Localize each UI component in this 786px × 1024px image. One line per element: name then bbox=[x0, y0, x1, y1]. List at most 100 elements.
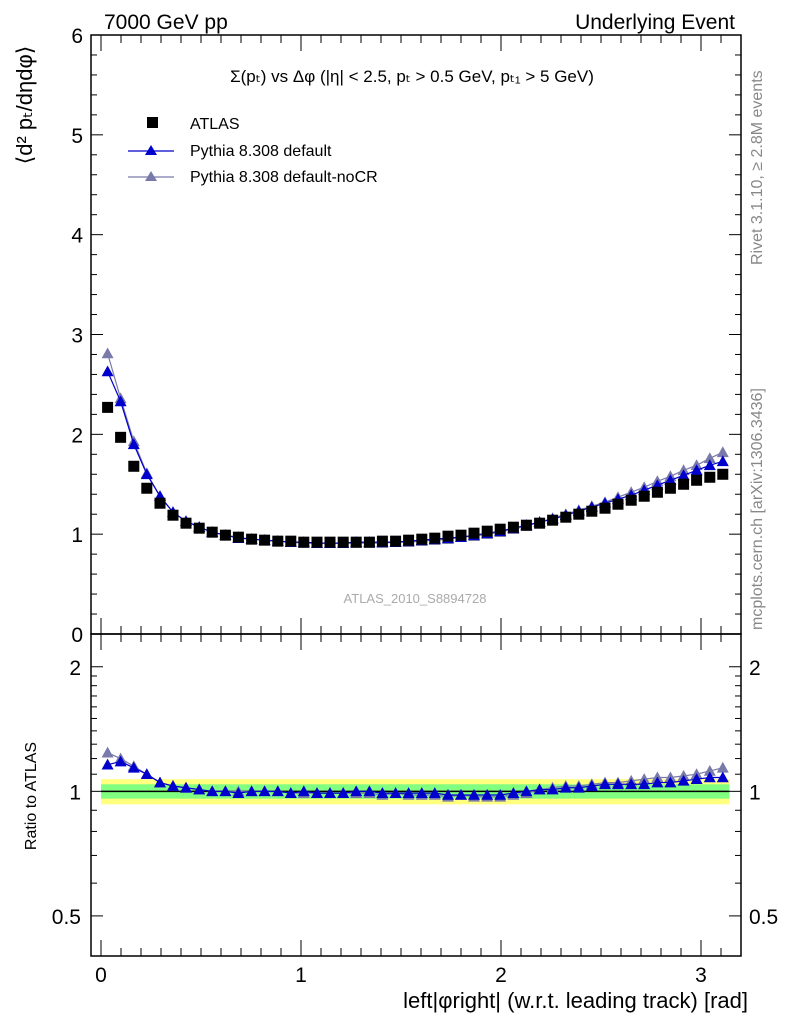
ratio-default-point bbox=[625, 778, 638, 790]
atlas-point bbox=[219, 529, 231, 541]
atlas-point bbox=[586, 505, 598, 517]
xlabel: left|φright| (w.r.t. leading track) [rad… bbox=[403, 988, 748, 1013]
ratio-nocr-point bbox=[101, 746, 114, 758]
atlas-point bbox=[128, 460, 140, 472]
ratio-default-point bbox=[468, 788, 480, 800]
header-left: 7000 GeV pp bbox=[104, 11, 228, 34]
ratio-default-point bbox=[337, 787, 350, 798]
main-ytick-label: 0 bbox=[71, 624, 83, 647]
main-ytick-label: 2 bbox=[71, 424, 83, 447]
atlas-point bbox=[403, 534, 415, 546]
ratio-default-point bbox=[677, 774, 690, 786]
atlas-point bbox=[390, 535, 402, 547]
legend-label-nocr: Pythia 8.308 default-noCR bbox=[190, 169, 378, 186]
ratio-default-point bbox=[324, 787, 336, 798]
atlas-point bbox=[324, 536, 336, 548]
ratio-default-point bbox=[154, 776, 166, 788]
atlas-point bbox=[664, 482, 676, 494]
atlas-point bbox=[232, 531, 244, 543]
atlas-point bbox=[638, 490, 650, 502]
ratio-default-point bbox=[533, 783, 546, 795]
legend-label-default: Pythia 8.308 default bbox=[190, 143, 332, 160]
default-line bbox=[107, 371, 723, 544]
nocr-point bbox=[101, 347, 114, 359]
atlas-point bbox=[599, 502, 611, 514]
rivet-label: Rivet 3.1.10, ≥ 2.8M events bbox=[749, 70, 766, 265]
atlas-point bbox=[429, 532, 441, 544]
atlas-point bbox=[573, 508, 585, 520]
atlas-point bbox=[625, 494, 637, 506]
ratio-default-point bbox=[180, 781, 192, 793]
atlas-point bbox=[102, 401, 114, 413]
ratio-default-point bbox=[219, 785, 232, 797]
ratio-ytick-label-left: 1 bbox=[69, 781, 81, 804]
legend-label-atlas: ATLAS bbox=[190, 116, 240, 133]
atlas-point bbox=[534, 517, 546, 529]
atlas-point bbox=[678, 478, 690, 490]
atlas-point bbox=[141, 482, 153, 494]
ratio-default-point bbox=[638, 778, 651, 790]
ratio-default-point bbox=[271, 785, 284, 797]
ratio-default-point bbox=[127, 761, 140, 773]
ratio-default-point bbox=[455, 788, 467, 800]
atlas-point bbox=[154, 497, 166, 509]
main-ytick-label: 6 bbox=[71, 25, 83, 48]
atlas-point bbox=[350, 536, 362, 548]
ratio-nocr-point bbox=[716, 761, 729, 773]
ratio-default-point bbox=[114, 755, 127, 767]
default-point bbox=[114, 395, 127, 407]
nocr-point bbox=[703, 452, 716, 464]
main-ytick-label: 4 bbox=[71, 225, 83, 248]
ratio-default-point bbox=[651, 776, 664, 788]
atlas-point bbox=[416, 533, 428, 545]
main-ytick-label: 1 bbox=[71, 524, 83, 547]
ratio-default-point bbox=[690, 773, 703, 784]
ratio-default-point bbox=[559, 781, 572, 793]
ratio-default-point bbox=[193, 783, 206, 795]
ratio-default-point bbox=[415, 787, 428, 798]
ratio-default-point bbox=[612, 778, 624, 790]
main-ylabel: ⟨d² pₜ/dηdφ⟩ bbox=[12, 46, 37, 165]
ratio-default-point bbox=[350, 785, 363, 797]
ratio-default-point bbox=[389, 787, 402, 798]
ratio-default-point bbox=[494, 788, 507, 800]
atlas-point bbox=[691, 474, 703, 486]
atlas-point bbox=[180, 517, 192, 529]
atlas-point bbox=[481, 525, 493, 537]
atlas-point bbox=[560, 511, 572, 523]
atlas-point bbox=[246, 533, 258, 545]
atlas-point bbox=[612, 498, 624, 510]
xtick-label: 3 bbox=[695, 964, 707, 987]
atlas-point bbox=[520, 519, 532, 531]
main-plot-panel: 0 1 2 3 4 5 6 Σ(pₜ) vs Δφ (|η| < 2.5, pₜ > 0.5… bbox=[71, 25, 742, 647]
ratio-ytick-label-left: 2 bbox=[69, 657, 81, 680]
atlas-point bbox=[272, 535, 284, 547]
atlas-point bbox=[193, 522, 205, 534]
atlas-point bbox=[115, 431, 127, 443]
ratio-default-point bbox=[206, 785, 219, 797]
ratio-default-point bbox=[297, 785, 310, 797]
main-ytick-label: 5 bbox=[71, 125, 83, 148]
atlas-point bbox=[717, 468, 729, 480]
ratio-ytick-label-right: 0.5 bbox=[749, 906, 778, 929]
default-point bbox=[716, 455, 729, 467]
atlas-point bbox=[311, 536, 323, 548]
ratio-default-point bbox=[520, 785, 533, 797]
ratio-ytick-label-right: 2 bbox=[749, 657, 761, 680]
legend: ATLAS Pythia 8.308 default Pythia 8.308 … bbox=[128, 116, 378, 186]
atlas-point bbox=[455, 529, 467, 541]
ratio-default-point bbox=[363, 785, 376, 797]
default-point bbox=[140, 468, 153, 480]
ratio-ylabel: Ratio to ATLAS bbox=[23, 742, 40, 850]
atlas-point bbox=[206, 526, 218, 538]
ratio-default-point bbox=[481, 788, 494, 800]
ratio-default-point bbox=[428, 787, 441, 798]
header-right: Underlying Event bbox=[575, 11, 735, 34]
ratio-default-point bbox=[442, 788, 454, 800]
atlas-point bbox=[651, 486, 663, 498]
atlas-point bbox=[167, 509, 179, 521]
atlas-point bbox=[285, 535, 297, 547]
atlas-point bbox=[468, 527, 480, 539]
ratio-default-point bbox=[402, 787, 415, 798]
ratio-ytick-label-left: 0.5 bbox=[52, 906, 81, 929]
